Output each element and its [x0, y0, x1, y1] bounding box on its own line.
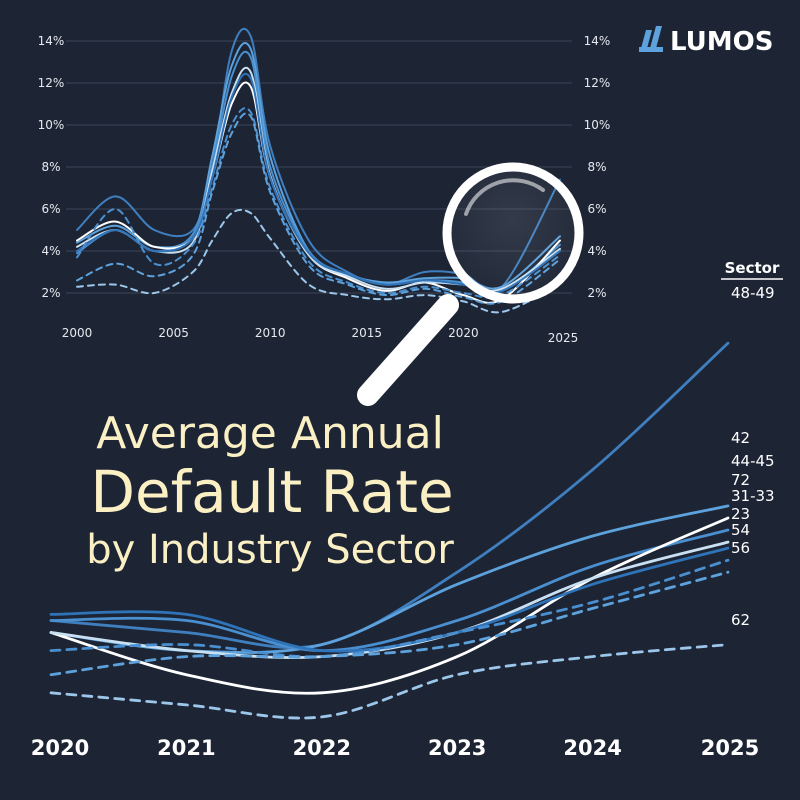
sector-label-44-45: 44-45 — [731, 452, 775, 470]
sector-label-72: 72 — [731, 471, 750, 489]
brand-name: LUMOS — [670, 27, 773, 57]
inset-y-tick-right: 14% — [584, 34, 611, 48]
inset-y-tick-right: 10% — [584, 118, 611, 132]
inset-y-tick-left: 4% — [41, 244, 60, 258]
inset-y-tick-left: 10% — [38, 118, 65, 132]
inset-x-axis: 2000 2005 2010 2015 2020 2025 — [62, 326, 579, 345]
magnifier-handle — [357, 294, 459, 406]
inset-y-tick-left: 8% — [41, 160, 60, 174]
sector-label-23: 23 — [731, 505, 750, 523]
inset-y-axis-left: 2% 4% 6% 8% 10% 12% 14% — [38, 34, 65, 300]
title-line-2: Default Rate — [90, 458, 453, 526]
inset-x-tick: 2020 — [448, 326, 479, 340]
inset-series-line-54 — [76, 107, 561, 299]
main-chart-2020-2025: 2020 2021 2022 2023 2024 2025 48-49 42 44-45723… — [31, 259, 783, 760]
sector-label-62: 62 — [731, 611, 750, 629]
inset-series-line-56 — [76, 112, 561, 305]
inset-y-tick-right: 6% — [587, 202, 606, 216]
main-x-axis: 2020 2021 2022 2023 2024 2025 — [31, 736, 759, 760]
main-x-tick: 2024 — [563, 736, 621, 760]
lens-glare — [464, 178, 545, 216]
title-block: Average Annual Default Rate by Industry … — [86, 408, 454, 573]
inset-y-tick-left: 2% — [41, 286, 60, 300]
inset-y-tick-left: 6% — [41, 202, 60, 216]
inset-y-tick-right: 4% — [587, 244, 606, 258]
inset-x-tick: 2010 — [255, 326, 286, 340]
main-series-lines — [49, 341, 730, 720]
main-series-line-62 — [49, 643, 730, 720]
inset-y-tick-left: 14% — [38, 34, 65, 48]
magnifier-lens — [442, 162, 584, 304]
main-series-line-72 — [49, 516, 730, 695]
main-x-tick: 2022 — [293, 736, 351, 760]
sector-label-48-49: 48-49 — [731, 284, 775, 302]
inset-series-line-42 — [76, 42, 561, 290]
main-x-tick: 2025 — [701, 736, 759, 760]
magnifying-glass-icon — [357, 162, 584, 406]
inset-x-tick: 2000 — [62, 326, 93, 340]
title-line-3: by Industry Sector — [86, 527, 454, 573]
inset-y-tick-right: 2% — [587, 286, 606, 300]
legend-title: Sector — [725, 259, 780, 277]
inset-y-tick-left: 12% — [38, 76, 65, 90]
main-series-line-48-49 — [49, 341, 730, 649]
inset-y-tick-right: 8% — [587, 160, 606, 174]
sector-label-31-33: 31-33 — [731, 487, 775, 505]
inset-x-tick: 2015 — [352, 326, 383, 340]
inset-y-axis-right: 2% 4% 6% 8% 10% 12% 14% — [584, 34, 611, 300]
main-x-tick: 2023 — [428, 736, 486, 760]
title-line-1: Average Annual — [96, 408, 444, 459]
main-series-line-44-45 — [49, 528, 730, 653]
brand-logo: LUMOS — [639, 26, 773, 57]
main-series-line-56 — [49, 570, 730, 677]
sector-label-56: 56 — [731, 539, 750, 557]
inset-chart-2000-2025: 2% 4% 6% 8% 10% 12% 14% 2% 4% 6% 8% 10% 12% 14% 2000… — [38, 27, 611, 345]
sector-label-54: 54 — [731, 521, 750, 539]
lumos-bars-logo-icon — [639, 26, 663, 52]
inset-x-tick: 2005 — [158, 326, 189, 340]
inset-y-tick-right: 12% — [584, 76, 611, 90]
inset-x-tick: 2025 — [548, 331, 579, 345]
main-x-tick: 2021 — [157, 736, 215, 760]
main-x-tick: 2020 — [31, 736, 89, 760]
sector-label-42: 42 — [731, 429, 750, 447]
main-series-line-54 — [49, 558, 730, 659]
inset-series-line-23 — [76, 72, 561, 294]
